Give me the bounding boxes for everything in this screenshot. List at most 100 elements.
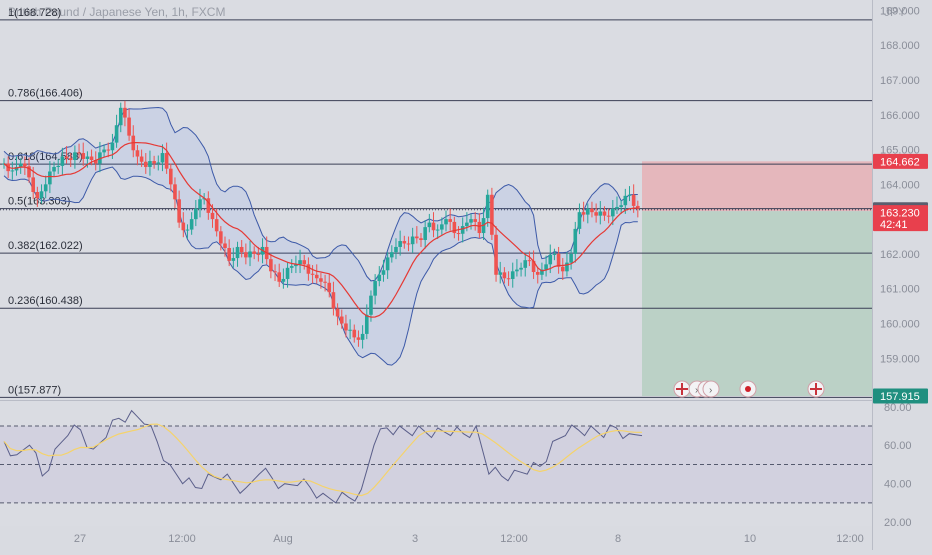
event-marker-icon [702,380,720,398]
rsi-axis-tick: 20.00 [884,517,912,529]
candle-body [252,251,256,254]
candle-body [223,243,227,248]
candle-body [248,251,252,258]
rsi-pane[interactable] [0,401,872,526]
candle-body [373,281,377,296]
candle-body [448,219,452,222]
price-axis-tick: 166.000 [880,110,920,122]
candle-body [585,208,590,215]
candle-body [81,153,86,159]
candle-body [277,272,282,282]
candle-body [594,212,598,216]
candle-body [35,192,40,199]
price-axis-tick: 164.000 [880,179,920,191]
candle-body [198,199,202,209]
candle-body [581,212,586,215]
candle-body [235,246,240,259]
candle-body [627,194,632,196]
candle-body [390,252,394,258]
price-axis-tick: 160.000 [880,318,920,330]
candle-body [206,198,211,213]
candle-body [27,166,31,178]
candle-body [473,219,478,222]
candle-body [60,156,65,166]
candle-body [506,278,511,280]
candle-body [540,269,544,275]
candle-body [560,266,565,272]
candle-body [219,231,223,244]
rsi-axis-tick: 40.00 [884,479,912,491]
candle-body [544,264,548,270]
candle-body [48,171,52,185]
candle-body [98,152,102,164]
candle-body [631,194,636,206]
candle-body [143,161,148,167]
candle-body [210,212,215,220]
candle-body [139,156,144,162]
candle-body [552,253,557,255]
candle-body [227,248,231,261]
candle-body [273,271,277,273]
chart-title: British Pound / Japanese Yen, 1h, FXCM [8,5,225,19]
price-axis-tick: 159.000 [880,353,920,365]
candle-body [93,160,98,164]
candle-body [56,165,61,167]
rsi-line [3,409,643,504]
candle-body [181,222,186,231]
candle-body [394,246,398,253]
candle-body [314,274,319,279]
candle-body [289,266,294,268]
candle-body [52,166,56,172]
candle-body [73,152,77,160]
candle-body [239,246,244,253]
stop-loss-zone [642,161,872,212]
candle-body [577,212,582,229]
candle-body [177,199,181,223]
event-chevron-icon: › [709,385,712,396]
event-dot-icon [745,386,751,392]
price-label-target [873,388,928,404]
candle-body [364,314,369,334]
candle-body [89,156,94,160]
candle-body [619,205,623,207]
candle-body [168,168,173,185]
candle-body [256,253,261,255]
candle-body [135,150,140,157]
candle-body [477,221,482,234]
candle-body [456,233,461,235]
candle-body [348,329,352,331]
fib-level-label: 0.236(160.438) [8,295,83,307]
candle-body [431,222,436,231]
candle-body [490,194,494,235]
candle-body [352,329,357,338]
candle-body [110,142,115,151]
candle-body [319,278,323,282]
candle-body [214,219,219,232]
time-axis-tick: 10 [744,533,756,545]
candle-body [527,260,532,262]
candle-body [64,156,69,159]
candle-body [494,234,498,275]
candle-body [590,208,594,213]
candle-body [323,281,327,283]
candle-body [43,184,48,192]
bollinger-band-fill [4,107,638,366]
time-axis-tick: 12:00 [500,533,528,545]
candle-body [14,166,19,171]
candle-body [565,262,569,272]
candle-body [531,260,536,272]
candle-body [402,241,407,244]
candle-body [68,158,73,160]
candle-body [385,257,390,271]
price-label-text: 163.230 [880,208,920,220]
candle-body [123,107,127,118]
candle-body [294,264,298,267]
candle-body [10,170,15,172]
price-axis-tick: 168.000 [880,40,920,52]
time-axis-tick: 12:00 [836,533,864,545]
price-label-text: 157.915 [880,391,920,403]
price-label-stop [873,153,928,169]
price-axis-tick: 161.000 [880,284,920,296]
